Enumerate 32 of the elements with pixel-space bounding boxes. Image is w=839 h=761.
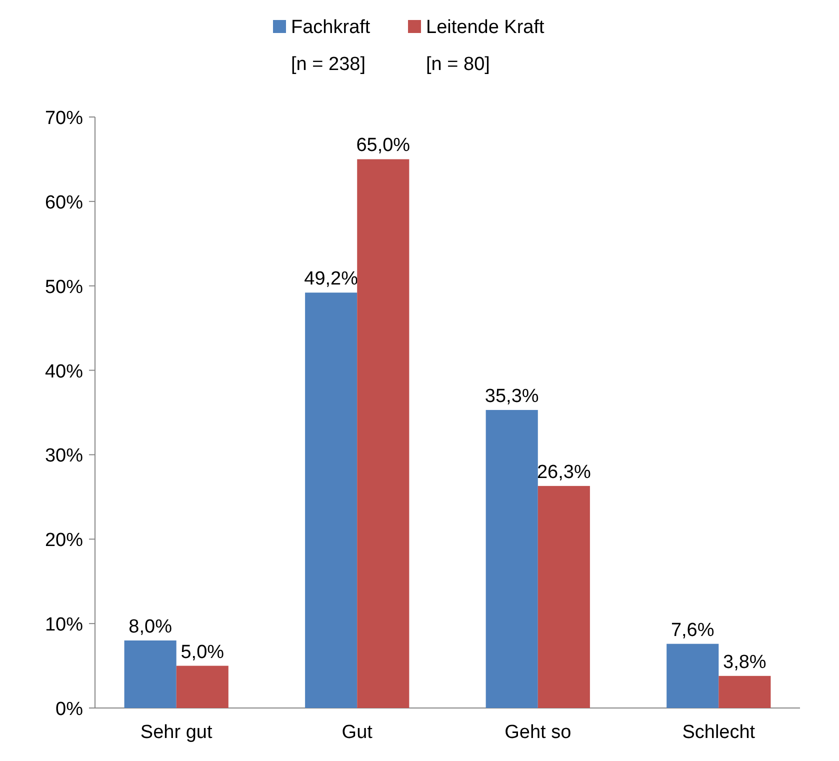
bar xyxy=(124,640,176,708)
y-tick-label: 40% xyxy=(44,361,84,382)
y-tick-label: 60% xyxy=(44,192,84,214)
data-label: 5,0% xyxy=(180,642,224,663)
bar xyxy=(305,292,358,708)
data-label: 65,0% xyxy=(356,135,410,156)
x-tick-label: Schlecht xyxy=(682,722,756,743)
data-label: 7,6% xyxy=(670,620,714,641)
legend-label: Fachkraft xyxy=(291,17,371,38)
text: [n = 80] xyxy=(426,54,490,75)
data-label: 35,3% xyxy=(484,386,539,407)
bar xyxy=(538,486,590,708)
bar xyxy=(666,644,719,708)
bar xyxy=(357,159,410,708)
legend-label: Leitende Kraft xyxy=(426,17,546,38)
x-tick-label: Sehr gut xyxy=(140,722,213,743)
y-tick-label: 0% xyxy=(56,699,84,720)
data-label: 3,8% xyxy=(723,652,766,673)
x-tick-label: Gut xyxy=(342,722,374,743)
y-tick-label: 70% xyxy=(44,108,84,129)
bar xyxy=(486,410,538,708)
x-tick-label: Geht so xyxy=(504,722,572,743)
data-label: 49,2% xyxy=(304,268,358,290)
y-tick-label: 30% xyxy=(44,446,84,467)
data-label: 8,0% xyxy=(128,616,172,638)
y-tick-label: 50% xyxy=(44,276,84,298)
bar xyxy=(176,666,228,708)
data-label: 26,3% xyxy=(536,462,591,483)
text: [n = 238] xyxy=(291,54,366,75)
y-tick-label: 10% xyxy=(44,614,84,636)
bar xyxy=(718,676,771,708)
y-tick-label: 20% xyxy=(44,530,84,552)
